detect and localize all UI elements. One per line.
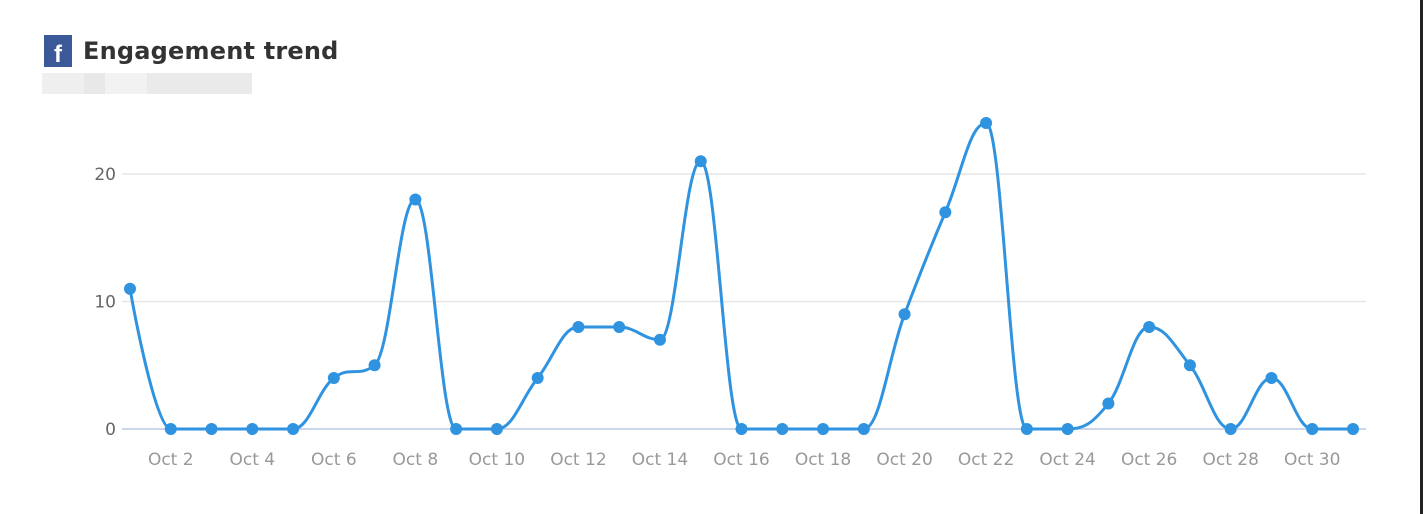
x-tick-label: Oct 22 [958, 450, 1014, 470]
data-point[interactable] [939, 206, 952, 219]
data-point[interactable] [1020, 423, 1033, 435]
chart-header: f Engagement trend [44, 35, 339, 67]
data-point[interactable] [1143, 321, 1156, 333]
data-point[interactable] [368, 359, 381, 372]
data-point[interactable] [898, 308, 911, 321]
data-point[interactable] [205, 423, 218, 435]
data-point[interactable] [653, 333, 666, 346]
x-tick-label: Oct 12 [550, 450, 606, 470]
data-point[interactable] [1102, 397, 1115, 410]
x-tick-label: Oct 28 [1202, 450, 1258, 470]
data-point[interactable] [450, 423, 463, 435]
facebook-icon: f [44, 35, 72, 67]
y-tick-label: 10 [94, 293, 116, 313]
data-point[interactable] [531, 372, 544, 384]
data-point[interactable] [1224, 423, 1237, 435]
data-point[interactable] [857, 423, 870, 435]
data-point[interactable] [164, 423, 177, 435]
data-point[interactable] [1061, 423, 1074, 435]
data-point[interactable] [124, 282, 136, 295]
x-tick-label: Oct 4 [229, 450, 275, 470]
data-point[interactable] [409, 193, 422, 206]
x-tick-label: Oct 14 [632, 450, 688, 470]
data-point[interactable] [572, 321, 585, 333]
data-point[interactable] [1183, 359, 1196, 372]
x-tick-label: Oct 26 [1121, 450, 1177, 470]
data-point[interactable] [776, 423, 789, 435]
data-point[interactable] [1347, 423, 1359, 435]
series-line [128, 121, 1353, 431]
data-point[interactable] [613, 321, 626, 333]
data-point[interactable] [287, 423, 300, 435]
x-tick-label: Oct 10 [469, 450, 525, 470]
data-point[interactable] [735, 423, 748, 435]
data-point[interactable] [327, 372, 340, 384]
data-point[interactable] [694, 155, 707, 168]
y-tick-label: 20 [94, 165, 116, 185]
x-tick-label: Oct 24 [1039, 450, 1095, 470]
x-tick-label: Oct 6 [311, 450, 357, 470]
x-tick-label: Oct 16 [713, 450, 769, 470]
x-tick-label: Oct 30 [1284, 450, 1340, 470]
data-point[interactable] [490, 423, 503, 435]
chart-title: Engagement trend [83, 37, 339, 65]
data-point[interactable] [1306, 423, 1319, 435]
x-tick-label: Oct 20 [876, 450, 932, 470]
data-point[interactable] [1265, 372, 1278, 384]
x-tick-label: Oct 8 [393, 450, 439, 470]
y-tick-label: 0 [105, 420, 116, 440]
blurred-subtitle [42, 73, 252, 94]
data-point[interactable] [980, 117, 993, 129]
panel-border [1420, 0, 1423, 514]
data-point[interactable] [246, 423, 259, 435]
x-tick-label: Oct 2 [148, 450, 194, 470]
x-tick-label: Oct 18 [795, 450, 851, 470]
data-point[interactable] [817, 423, 830, 435]
